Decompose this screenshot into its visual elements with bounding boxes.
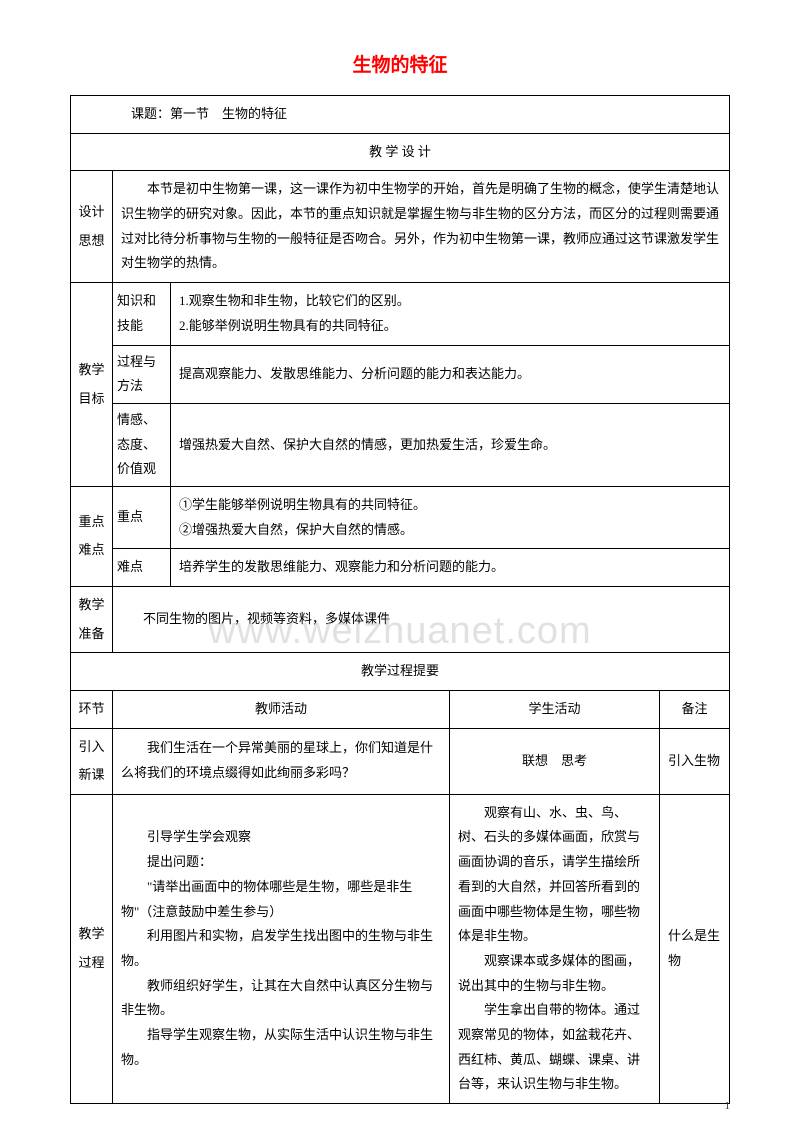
- page-number: 1: [725, 1100, 731, 1112]
- goal-knowledge-text: 1.观察生物和非生物，比较它们的区别。 2.能够举例说明生物具有的共同特征。: [171, 283, 730, 345]
- stage1-label: 引入新课: [71, 728, 113, 794]
- stage2-student: 观察有山、水、虫、鸟、树、石头的多媒体画面，欣赏与画面协调的音乐，请学生描绘所看…: [450, 794, 660, 1103]
- prep-text: 不同生物的图片，视频等资料，多媒体课件: [113, 587, 730, 653]
- stage2-note: 什么是生物: [660, 794, 730, 1103]
- goal-emotion-label: 情感、态度、价值观: [113, 403, 171, 486]
- diff-label: 难点: [113, 549, 171, 587]
- section-process-header: 教学过程提要: [71, 653, 730, 691]
- goal-process-label: 过程与方法: [113, 345, 171, 403]
- design-idea-label: 设计思想: [71, 171, 113, 283]
- design-idea-text: 本节是初中生物第一课，这一课作为初中生物学的开始，首先是明确了生物的概念，使学生…: [113, 171, 730, 283]
- diff-text: 培养学生的发散思维能力、观察能力和分析问题的能力。: [171, 549, 730, 587]
- col-stage: 环节: [71, 690, 113, 728]
- key-text: ①学生能够举例说明生物具有的共同特征。 ②增强热爱大自然，保护大自然的情感。: [171, 486, 730, 548]
- col-student: 学生活动: [450, 690, 660, 728]
- stage2-teacher: 引导学生学会观察 提出问题： "请举出画面中的物体哪些是生物，哪些是非生物"（注…: [113, 794, 450, 1103]
- goal-knowledge-label: 知识和技能: [113, 283, 171, 345]
- goals-label: 教学目标: [71, 283, 113, 487]
- stage1-student: 联想 思考: [450, 728, 660, 794]
- goal-process-text: 提高观察能力、发散思维能力、分析问题的能力和表达能力。: [171, 345, 730, 403]
- lesson-plan-table: 课题：第一节 生物的特征 教 学 设 计 设计思想 本节是初中生物第一课，这一课…: [70, 95, 730, 1104]
- topic-row: 课题：第一节 生物的特征: [71, 96, 730, 134]
- section-design-header: 教 学 设 计: [71, 133, 730, 171]
- goal-emotion-text: 增强热爱大自然、保护大自然的情感，更加热爱生活，珍爱生命。: [171, 403, 730, 486]
- col-note: 备注: [660, 690, 730, 728]
- stage2-label: 教学过程: [71, 794, 113, 1103]
- col-teacher: 教师活动: [113, 690, 450, 728]
- stage1-teacher: 我们生活在一个异常美丽的星球上，你们知道是什么将我们的环境点缀得如此绚丽多彩吗？: [113, 728, 450, 794]
- stage1-note: 引入生物: [660, 728, 730, 794]
- prep-label: 教学准备: [71, 587, 113, 653]
- page-title: 生物的特征: [70, 50, 730, 77]
- key-label: 重点: [113, 486, 171, 548]
- kd-label: 重点难点: [71, 486, 113, 586]
